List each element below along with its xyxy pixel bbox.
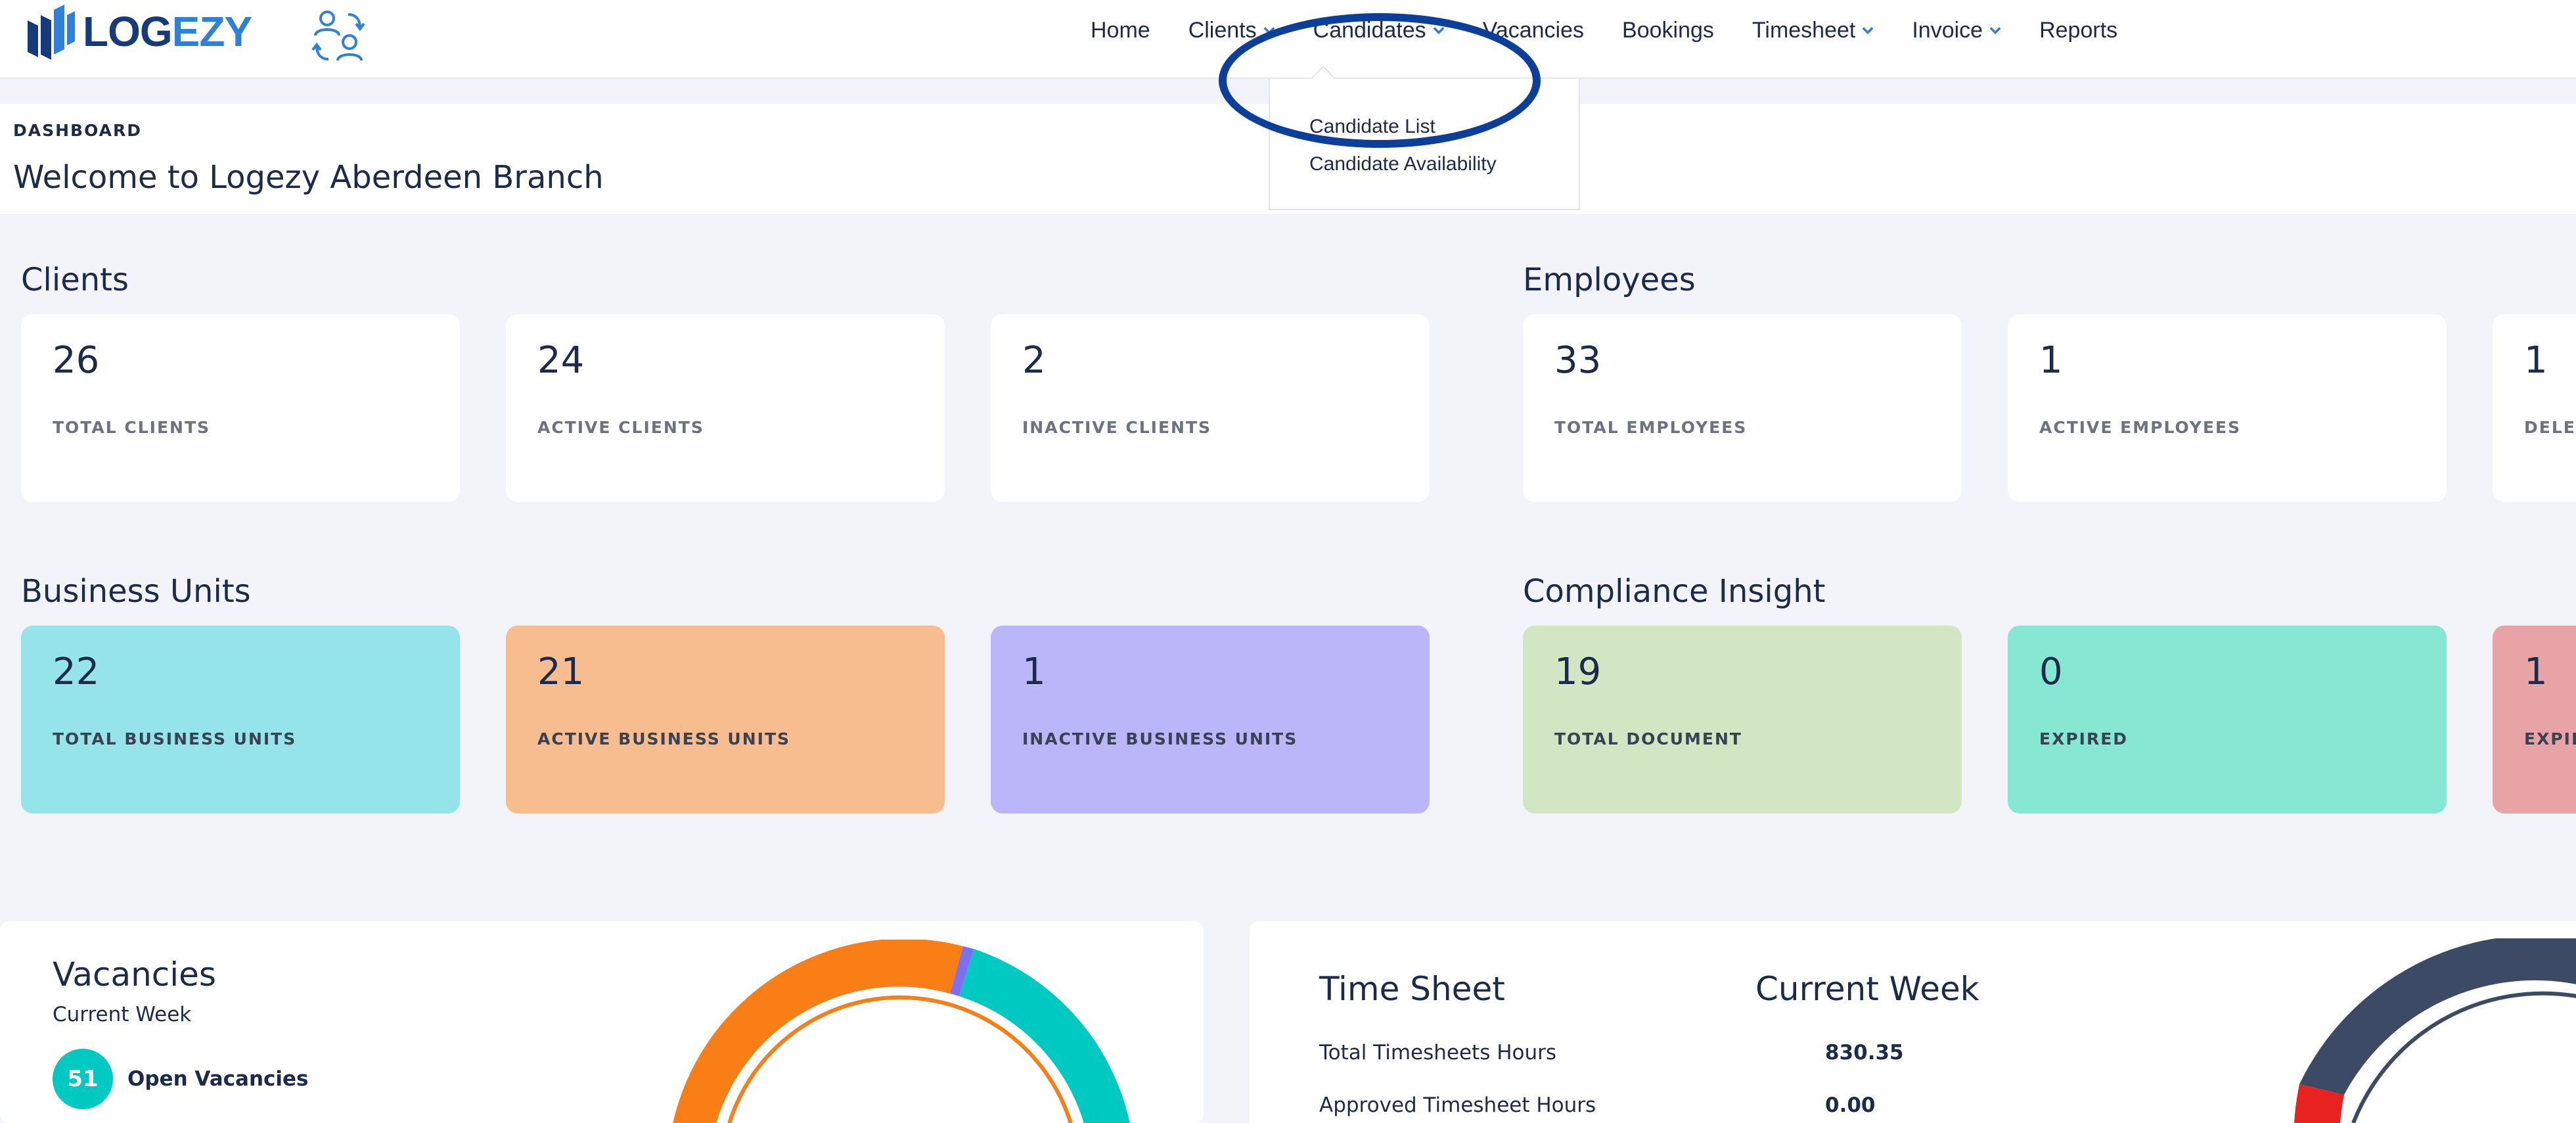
- active-business-units-card[interactable]: 21 ACTIVE BUSINESS UNITS: [506, 626, 945, 814]
- card-label: ACTIVE CLIENTS: [537, 418, 704, 437]
- card-value: 22: [53, 651, 100, 693]
- card-label: ACTIVE BUSINESS UNITS: [537, 729, 791, 748]
- card-label: TOTAL EMPLOYEES: [1554, 418, 1748, 437]
- card-label: INACTIVE CLIENTS: [1022, 418, 1212, 437]
- card-label: INACTIVE BUSINESS UNITS: [1022, 729, 1298, 748]
- main-nav: Home Clients Candidates Vacancies Bookin…: [1091, 0, 2156, 60]
- donut-inner-ring: [727, 995, 1073, 1123]
- nav-candidates[interactable]: Candidates: [1313, 18, 1445, 43]
- nav-vacancies[interactable]: Vacancies: [1482, 17, 1585, 43]
- timesheet-donut-chart: [2294, 938, 2576, 1123]
- card-value: 21: [537, 651, 585, 693]
- card-value: 1: [2039, 339, 2063, 382]
- total-document-card[interactable]: 19 TOTAL DOCUMENT: [1523, 626, 1962, 814]
- card-label: ACTIVE EMPLOYEES: [2039, 418, 2242, 437]
- card-label: DELET: [2524, 418, 2576, 437]
- nav-home[interactable]: Home: [1091, 17, 1150, 43]
- employees-section-title: Employees: [1523, 262, 1696, 298]
- menu-item-candidate-availability[interactable]: Candidate Availability: [1309, 153, 1497, 175]
- card-label: EXPIR: [2524, 729, 2576, 748]
- card-value: 26: [53, 339, 100, 382]
- total-employees-card[interactable]: 33 TOTAL EMPLOYEES: [1523, 314, 1962, 502]
- vacancies-title: Vacancies: [53, 955, 216, 994]
- logezy-logo[interactable]: LOGEZY: [25, 0, 252, 62]
- total-timesheet-hours-value: 830.35: [1825, 1041, 1904, 1065]
- card-value: 19: [1554, 651, 1602, 693]
- card-label: TOTAL DOCUMENT: [1554, 729, 1742, 748]
- vacancies-panel: Vacancies Current Week 51 Open Vacancies: [0, 921, 1204, 1123]
- total-timesheet-hours-label: Total Timesheets Hours: [1319, 1041, 1557, 1065]
- donut-inner-ring: [2351, 991, 2576, 1123]
- page-title: Welcome to Logezy Aberdeen Branch: [13, 159, 604, 196]
- nav-bookings[interactable]: Bookings: [1622, 17, 1714, 43]
- nav-timesheet[interactable]: Timesheet: [1752, 18, 1874, 43]
- timesheet-title: Time Sheet: [1319, 970, 1505, 1008]
- chevron-down-icon: [1862, 27, 1874, 35]
- active-employees-card[interactable]: 1 ACTIVE EMPLOYEES: [2008, 314, 2447, 502]
- current-week-heading: Current Week: [1755, 970, 1979, 1008]
- total-business-units-card[interactable]: 22 TOTAL BUSINESS UNITS: [21, 626, 460, 814]
- menu-item-candidate-list[interactable]: Candidate List: [1309, 116, 1435, 137]
- card-value: 2: [1022, 339, 1046, 382]
- donut-segment-navy[interactable]: [2299, 938, 2576, 1095]
- card-value: 1: [2524, 339, 2548, 382]
- nav-invoice[interactable]: Invoice: [1912, 18, 2001, 43]
- breadcrumb: DASHBOARD: [13, 121, 143, 140]
- logo-wordmark: LOGEZY: [83, 7, 252, 55]
- card-value: 0: [2039, 651, 2063, 693]
- total-clients-card[interactable]: 26 TOTAL CLIENTS: [21, 314, 460, 502]
- inactive-clients-card[interactable]: 2 INACTIVE CLIENTS: [991, 314, 1430, 502]
- card-label: TOTAL BUSINESS UNITS: [53, 729, 297, 748]
- approved-timesheet-hours-label: Approved Timesheet Hours: [1319, 1093, 1596, 1117]
- nav-clients[interactable]: Clients: [1188, 18, 1275, 43]
- compliance-section-title: Compliance Insight: [1523, 573, 1826, 610]
- timesheet-panel: Time Sheet Current Week Total Timesheets…: [1250, 921, 2576, 1123]
- donut-segment-orange[interactable]: [673, 940, 963, 1123]
- donut-segment-red[interactable]: [2294, 1084, 2344, 1123]
- expired-card[interactable]: 0 EXPIRED: [2008, 626, 2447, 814]
- card-value: 24: [537, 339, 585, 382]
- logezy-logo-icon: [28, 4, 75, 60]
- vacancies-subtitle: Current Week: [53, 1003, 192, 1026]
- donut-segment-teal[interactable]: [959, 949, 1130, 1123]
- business-units-section-title: Business Units: [21, 573, 251, 610]
- open-vacancies-count-badge: 51: [53, 1049, 113, 1109]
- nav-reports[interactable]: Reports: [2039, 17, 2118, 43]
- chevron-down-icon: [1433, 27, 1445, 35]
- card-label: TOTAL CLIENTS: [53, 418, 211, 437]
- chevron-down-icon: [1263, 27, 1275, 35]
- switch-branch-icon[interactable]: [309, 7, 368, 66]
- card-value: 1: [1022, 651, 1046, 693]
- open-vacancies-label: Open Vacancies: [127, 1067, 309, 1091]
- donut-segment-purple[interactable]: [950, 946, 974, 996]
- vacancies-donut-chart: [673, 940, 1130, 1123]
- chevron-down-icon: [1989, 27, 2001, 35]
- candidates-dropdown-menu: Candidate List Candidate Availability: [1269, 79, 1580, 210]
- approved-timesheet-hours-value: 0.00: [1825, 1093, 1876, 1117]
- deleted-employees-card[interactable]: 1 DELET: [2493, 314, 2576, 502]
- expiring-card[interactable]: 1 EXPIR: [2493, 626, 2576, 814]
- clients-section-title: Clients: [21, 262, 129, 298]
- card-label: EXPIRED: [2039, 729, 2129, 748]
- active-clients-card[interactable]: 24 ACTIVE CLIENTS: [506, 314, 945, 502]
- top-navbar: LOGEZY Home Clients Candidates Vacancies…: [0, 0, 2576, 79]
- card-value: 1: [2524, 651, 2548, 693]
- inactive-business-units-card[interactable]: 1 INACTIVE BUSINESS UNITS: [991, 626, 1430, 814]
- dropdown-caret: [1309, 66, 1338, 81]
- card-value: 33: [1554, 339, 1602, 382]
